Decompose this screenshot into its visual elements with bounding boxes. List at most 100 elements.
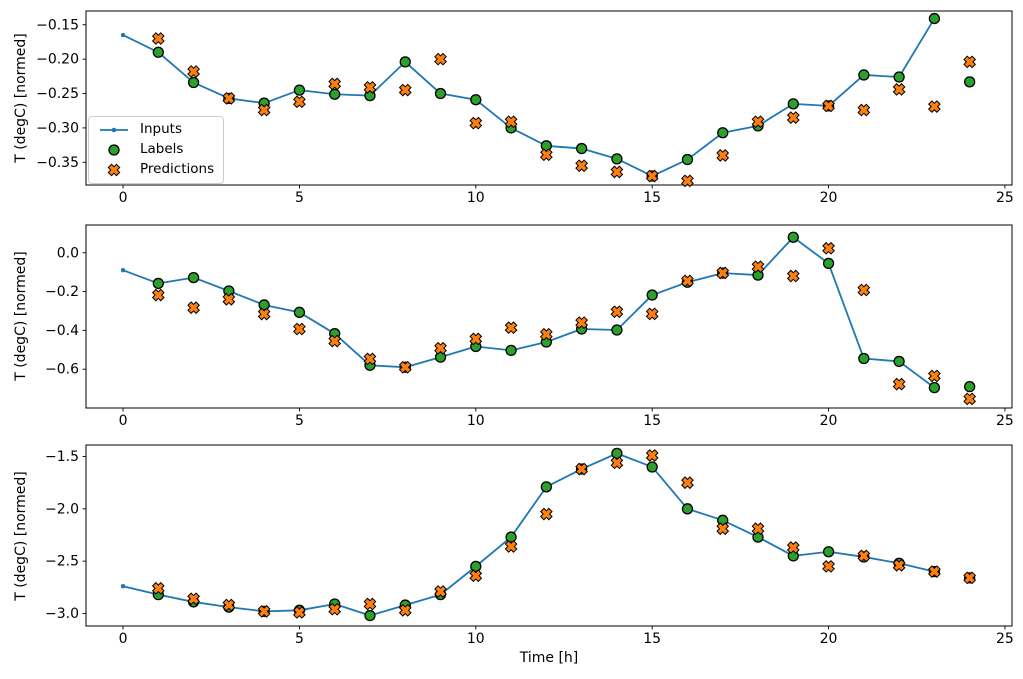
x-tick-label-subplot3: 10 bbox=[467, 631, 485, 647]
labels-point-subplot1 bbox=[293, 84, 306, 96]
predictions-point-subplot3 bbox=[187, 592, 200, 606]
legend-item-predictions: Predictions bbox=[97, 160, 214, 180]
predictions-point-subplot1 bbox=[328, 77, 342, 91]
predictions-point-subplot3 bbox=[434, 585, 447, 598]
legend-label-predictions: Predictions bbox=[140, 161, 215, 178]
x-tick-label-subplot2: 0 bbox=[119, 413, 128, 429]
predictions-point-subplot3 bbox=[786, 541, 800, 554]
x-tick-label-subplot3: 25 bbox=[996, 631, 1014, 647]
x-tick-label-subplot1: 10 bbox=[467, 190, 485, 206]
labels-point-subplot2 bbox=[964, 381, 976, 393]
x-tick-label-subplot2: 20 bbox=[820, 413, 838, 429]
predictions-point-subplot3 bbox=[293, 605, 306, 619]
labels-point-subplot3 bbox=[364, 609, 376, 622]
predictions-point-subplot1 bbox=[293, 95, 306, 109]
predictions-point-subplot2 bbox=[293, 322, 306, 336]
predictions-point-subplot3 bbox=[892, 558, 906, 572]
predictions-point-subplot1 bbox=[575, 159, 589, 173]
legend: Inputs Labels Predictions bbox=[88, 116, 225, 184]
labels-point-subplot2 bbox=[434, 351, 447, 363]
y-axis-label-subplot2: T (degC) [normed] bbox=[13, 251, 29, 381]
predictions-point-subplot1 bbox=[187, 65, 200, 78]
predictions-point-subplot3 bbox=[927, 565, 941, 578]
predictions-point-subplot2 bbox=[363, 352, 377, 366]
predictions-point-subplot2 bbox=[716, 266, 730, 280]
x-tick-label-subplot2: 5 bbox=[295, 413, 304, 429]
y-tick-label-subplot1: −0.30 bbox=[36, 120, 79, 136]
inputs-point-subplot3 bbox=[120, 584, 126, 589]
legend-item-labels: Labels bbox=[97, 140, 214, 160]
predictions-point-subplot1 bbox=[857, 103, 871, 117]
labels-point-subplot2 bbox=[858, 352, 870, 365]
y-tick-label-subplot1: −0.20 bbox=[36, 52, 79, 68]
predictions-point-subplot1 bbox=[434, 52, 447, 66]
labels-point-subplot3 bbox=[681, 503, 694, 515]
y-tick-label-subplot1: −0.15 bbox=[36, 17, 79, 33]
labels-point-subplot1 bbox=[329, 88, 341, 100]
inputs-point-subplot2 bbox=[120, 268, 126, 273]
predictions-point-subplot2 bbox=[328, 334, 342, 348]
predictions-point-subplot1 bbox=[927, 100, 941, 113]
predictions-point-subplot2 bbox=[398, 360, 412, 374]
y-tick-label-subplot2: −0.6 bbox=[45, 362, 79, 378]
labels-point-subplot2 bbox=[505, 344, 517, 357]
predictions-point-subplot2 bbox=[892, 377, 906, 391]
predictions-point-subplot2 bbox=[681, 274, 694, 288]
labels-point-subplot3 bbox=[505, 531, 517, 543]
predictions-point-subplot2 bbox=[187, 301, 200, 315]
x-tick-label-subplot3: 5 bbox=[295, 631, 304, 647]
labels-point-subplot1 bbox=[470, 94, 482, 106]
y-tick-label-subplot2: −0.4 bbox=[45, 323, 79, 339]
predictions-point-subplot2 bbox=[469, 332, 483, 346]
predictions-point-subplot2 bbox=[822, 241, 835, 255]
predictions-point-subplot2 bbox=[434, 341, 447, 355]
predictions-point-subplot2 bbox=[610, 305, 624, 319]
predictions-point-subplot2 bbox=[257, 307, 271, 321]
predictions-point-subplot2 bbox=[963, 392, 977, 406]
labels-point-subplot1 bbox=[152, 46, 164, 58]
predictions-point-subplot1 bbox=[822, 99, 835, 113]
x-tick-label-subplot2: 10 bbox=[467, 413, 485, 429]
predictions-point-subplot1 bbox=[222, 91, 236, 105]
predictions-point-subplot2 bbox=[927, 369, 941, 383]
labels-point-subplot3 bbox=[822, 546, 835, 558]
inputs-line-dot-icon bbox=[100, 127, 128, 133]
labels-point-subplot2 bbox=[293, 306, 306, 318]
x-tick-label-subplot2: 15 bbox=[643, 413, 661, 429]
labels-point-subplot3 bbox=[611, 447, 623, 460]
predictions-point-subplot1 bbox=[645, 169, 659, 183]
x-tick-label-subplot3: 0 bbox=[119, 631, 128, 647]
x-tick-label-subplot1: 15 bbox=[643, 190, 661, 206]
legend-label-inputs: Inputs bbox=[140, 121, 182, 138]
labels-point-subplot1 bbox=[434, 87, 447, 100]
x-tick-label-subplot2: 25 bbox=[996, 413, 1014, 429]
x-tick-label-subplot1: 5 bbox=[295, 190, 304, 206]
labels-point-subplot3 bbox=[646, 461, 658, 473]
labels-point-subplot1 bbox=[964, 76, 976, 88]
predictions-point-subplot2 bbox=[575, 316, 589, 330]
predictions-point-subplot3 bbox=[681, 476, 694, 490]
labels-point-subplot1 bbox=[787, 98, 799, 110]
labels-point-subplot1 bbox=[928, 12, 941, 25]
predictions-point-subplot1 bbox=[681, 174, 694, 188]
labels-point-subplot1 bbox=[540, 140, 553, 152]
plot-border-subplot2 bbox=[85, 224, 1013, 409]
y-axis-label-subplot1: T (degC) [normed] bbox=[13, 33, 29, 163]
labels-point-subplot1 bbox=[681, 153, 694, 166]
predictions-point-subplot2 bbox=[645, 307, 659, 321]
y-tick-label-subplot2: 0.0 bbox=[57, 245, 79, 261]
predictions-point-subplot3 bbox=[575, 462, 589, 476]
predictions-point-subplot3 bbox=[469, 569, 483, 583]
predictions-point-subplot3 bbox=[151, 581, 165, 595]
predictions-point-subplot1 bbox=[539, 148, 553, 162]
labels-point-subplot2 bbox=[928, 381, 941, 394]
predictions-point-subplot2 bbox=[151, 288, 165, 302]
predictions-point-subplot1 bbox=[504, 115, 518, 129]
predictions-point-subplot1 bbox=[257, 103, 271, 117]
x-tick-label-subplot3: 20 bbox=[820, 631, 838, 647]
predictions-point-subplot3 bbox=[963, 571, 977, 585]
y-tick-label-subplot3: −2.5 bbox=[45, 554, 79, 570]
predictions-point-subplot3 bbox=[751, 522, 765, 536]
y-tick-label-subplot3: −1.5 bbox=[45, 449, 79, 465]
predictions-point-subplot1 bbox=[963, 55, 977, 69]
